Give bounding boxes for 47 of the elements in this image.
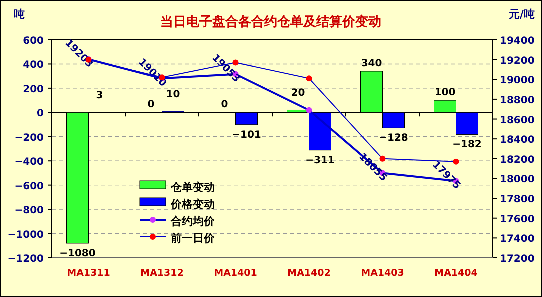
y2-tick-label: 18000 [500, 174, 535, 186]
y-tick-label: 200 [23, 84, 44, 96]
y-tick-label: 0 [37, 108, 44, 120]
y2-tick-label: 17400 [500, 234, 535, 246]
data-label: 20 [291, 88, 306, 100]
data-label: 3 [96, 90, 104, 102]
y2-tick-label: 19000 [500, 76, 535, 87]
y-tick-label: 600 [23, 36, 44, 47]
y-tick-label: −600 [14, 181, 44, 192]
legend-label: 价格变动 [170, 198, 215, 211]
data-label: −128 [379, 133, 408, 144]
x-tick-label: MA1401 [214, 268, 258, 279]
y2-tick-label: 19400 [500, 36, 535, 47]
data-label: 340 [361, 58, 382, 70]
y2-tick-label: 18200 [500, 154, 535, 166]
x-tick-label: MA1312 [140, 268, 184, 279]
y2-tick-label: 17600 [500, 214, 535, 226]
y2-tick-label: 18400 [500, 135, 535, 146]
y-tick-label: −1000 [8, 230, 44, 241]
legend-label: 合约均价 [170, 215, 216, 228]
y-tick-label: −200 [14, 132, 44, 144]
data-label: −1080 [60, 248, 96, 260]
x-tick-label: MA1311 [67, 268, 110, 279]
data-label: 100 [434, 88, 456, 99]
data-label: 0 [148, 100, 155, 111]
y2-tick-label: 17200 [500, 254, 535, 265]
data-label: 0 [221, 100, 228, 111]
legend-label: 仓单变动 [170, 181, 215, 194]
y-axis-title: 吨 [14, 8, 25, 21]
chart-title: 当日电子盘合各合约仓单及结算价变动 [160, 14, 382, 30]
data-label: 10 [166, 89, 180, 100]
x-tick-label: MA1403 [361, 268, 404, 279]
y-tick-label: 400 [23, 60, 44, 72]
data-label: −311 [306, 155, 335, 166]
y2-tick-label: 17800 [500, 194, 535, 206]
data-label: −182 [452, 140, 482, 151]
x-tick-label: MA1402 [288, 268, 331, 279]
y2-tick-label: 18800 [500, 95, 535, 106]
legend-label: 前一日价 [170, 232, 216, 245]
y2-tick-label: 18600 [500, 115, 535, 126]
data-label: −101 [232, 130, 262, 141]
y-tick-label: −800 [14, 206, 44, 217]
y-tick-label: −400 [14, 157, 44, 168]
y-tick-label: −1200 [8, 254, 44, 265]
y2-tick-label: 19200 [500, 56, 535, 67]
y2-axis-title: 元/吨 [508, 8, 535, 21]
x-tick-label: MA1404 [434, 268, 478, 279]
